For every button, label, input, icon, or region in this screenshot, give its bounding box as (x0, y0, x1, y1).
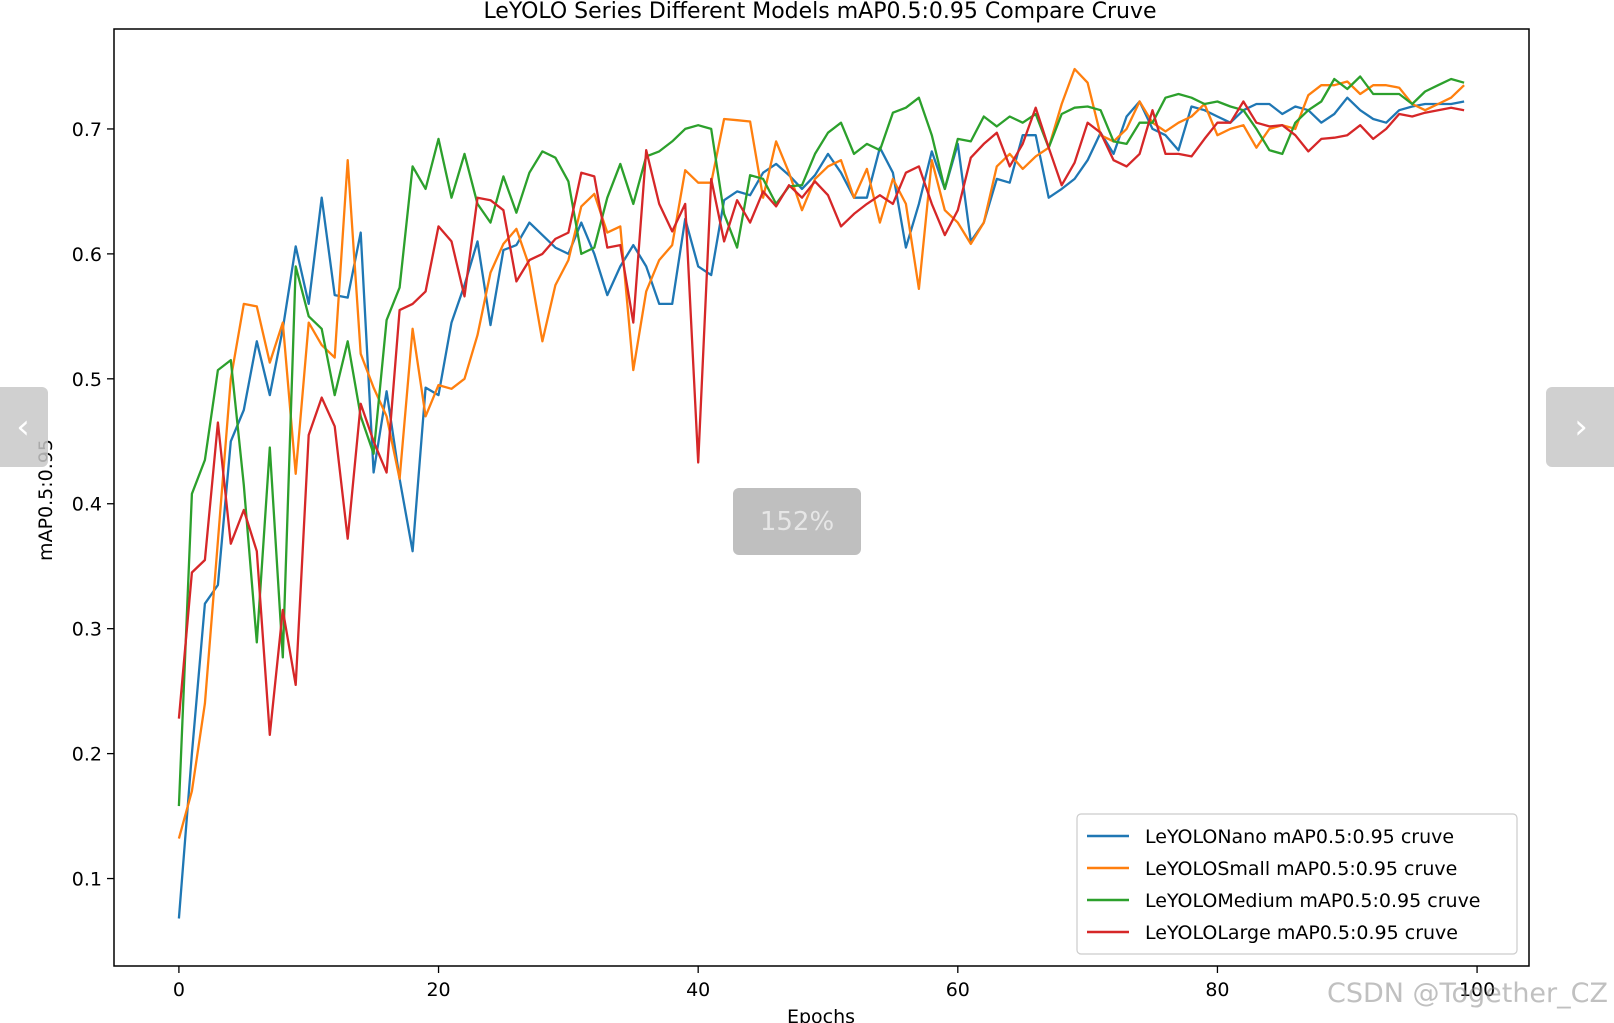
x-tick-label: 20 (426, 979, 450, 1001)
next-image-button[interactable]: › (1546, 387, 1614, 467)
x-tick-label: 100 (1459, 979, 1495, 1001)
chevron-right-icon: › (1574, 407, 1588, 447)
x-tick-label: 60 (946, 979, 970, 1001)
legend-label: LeYOLOSmall mAP0.5:0.95 cruve (1145, 858, 1457, 880)
y-tick-label: 0.5 (72, 369, 102, 391)
y-tick-label: 0.3 (72, 619, 102, 641)
legend-label: LeYOLOLarge mAP0.5:0.95 cruve (1145, 922, 1458, 944)
chart-title: LeYOLO Series Different Models mAP0.5:0.… (483, 0, 1156, 24)
x-axis-label: Epochs (787, 1006, 855, 1023)
plot-area (113, 28, 1530, 967)
series-line (177, 67, 1465, 839)
chevron-left-icon: ‹ (16, 407, 30, 447)
legend-label: LeYOLONano mAP0.5:0.95 cruve (1145, 826, 1454, 848)
y-axis: 0.1 0.2 0.3 0.4 0.5 0.6 0.7 (72, 119, 114, 891)
y-tick-label: 0.2 (72, 744, 102, 766)
y-tick-label: 0.6 (72, 244, 102, 266)
series-line (177, 75, 1465, 807)
y-tick-label: 0.4 (72, 494, 102, 516)
x-tick-label: 80 (1205, 979, 1229, 1001)
series-line (177, 96, 1465, 919)
series-line (177, 100, 1465, 737)
legend-box (1076, 813, 1518, 955)
y-axis-label: mAP0.5:0.95 (35, 439, 57, 561)
series-group (177, 67, 1465, 919)
legend: LeYOLONano mAP0.5:0.95 cruve LeYOLOSmall … (1076, 813, 1518, 955)
legend-label: LeYOLOMedium mAP0.5:0.95 cruve (1145, 890, 1481, 912)
x-tick-label: 0 (173, 979, 185, 1001)
y-tick-label: 0.7 (72, 119, 102, 141)
x-tick-label: 40 (686, 979, 710, 1001)
watermark: CSDN @Together_CZ (1327, 978, 1608, 1009)
y-tick-label: 0.1 (72, 869, 102, 891)
x-axis: 0 20 40 60 80 100 (173, 966, 1495, 1001)
prev-image-button[interactable]: ‹ (0, 387, 48, 467)
zoom-level-badge: 152% (733, 488, 861, 555)
